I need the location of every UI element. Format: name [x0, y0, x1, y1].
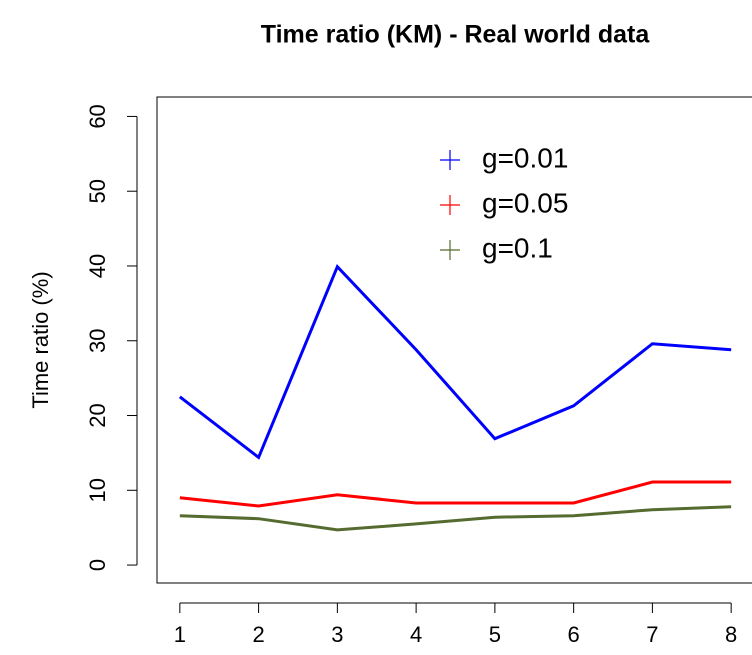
legend-marker — [440, 150, 460, 170]
x-tick-label: 1 — [174, 622, 186, 647]
series-line — [179, 505, 732, 532]
legend-label: g=0.01 — [482, 142, 568, 173]
x-tick-label: 3 — [331, 622, 343, 647]
x-tick-label: 7 — [646, 622, 658, 647]
legend-label: g=0.05 — [482, 187, 568, 218]
x-tick-label: 6 — [568, 622, 580, 647]
x-tick-label: 4 — [410, 622, 422, 647]
y-tick-label: 10 — [85, 478, 110, 502]
chart-title: Time ratio (KM) - Real world data — [261, 21, 651, 49]
plot-frame — [156, 96, 752, 584]
x-tick-label: 2 — [252, 622, 264, 647]
legend-label: g=0.1 — [482, 232, 553, 263]
y-tick-label: 0 — [85, 559, 110, 571]
legend-marker — [440, 195, 460, 215]
y-tick-label: 20 — [85, 403, 110, 427]
series-line — [179, 480, 732, 508]
y-tick-label: 60 — [85, 104, 110, 128]
x-tick-label: 8 — [725, 622, 737, 647]
y-tick-label: 50 — [85, 179, 110, 203]
x-tick-label: 5 — [489, 622, 501, 647]
y-tick-label: 30 — [85, 329, 110, 353]
series-line — [178, 264, 732, 460]
legend-marker — [440, 240, 460, 260]
y-tick-label: 40 — [85, 254, 110, 278]
y-axis-label: Time ratio (%) — [28, 271, 53, 408]
